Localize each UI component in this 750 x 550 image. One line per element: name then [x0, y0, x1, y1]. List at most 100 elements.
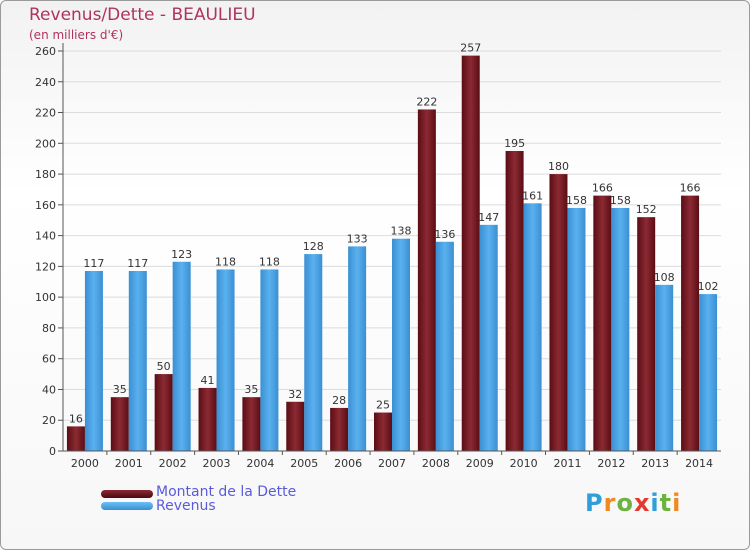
data-label-debt: 195: [504, 137, 525, 150]
bar-debt: [461, 55, 480, 451]
bar-revenue: [84, 271, 103, 451]
data-label-revenue: 118: [215, 255, 236, 268]
bar-revenue: [523, 203, 542, 451]
bar-revenue: [611, 207, 630, 451]
x-tick-label: 2003: [203, 457, 231, 470]
y-tick-label: 200: [35, 137, 56, 150]
data-label-revenue: 133: [347, 232, 368, 245]
logo-letter: t: [659, 489, 673, 517]
y-tick-label: 0: [49, 445, 56, 458]
bar-debt: [66, 426, 85, 451]
data-label-debt: 41: [201, 374, 215, 387]
x-tick-label: 2013: [641, 457, 669, 470]
bar-revenue: [348, 246, 367, 451]
bar-revenue: [216, 269, 235, 451]
x-tick-label: 2001: [115, 457, 143, 470]
data-label-debt: 35: [244, 383, 258, 396]
bar-debt: [637, 217, 656, 451]
bar-debt: [681, 195, 700, 451]
bar-debt: [330, 407, 349, 451]
bar-revenue: [699, 294, 718, 451]
data-label-revenue: 128: [303, 240, 324, 253]
data-label-debt: 16: [69, 412, 83, 425]
x-tick-label: 2006: [334, 457, 362, 470]
y-tick-label: 20: [42, 414, 56, 427]
bar-debt: [374, 412, 392, 451]
bar-debt: [110, 397, 129, 451]
legend-swatch-debt: [101, 490, 153, 498]
x-tick-label: 2008: [422, 457, 450, 470]
x-tick-label: 2009: [466, 457, 494, 470]
data-label-debt: 25: [376, 399, 390, 412]
logo-letter: P: [585, 489, 604, 517]
x-tick-label: 2012: [597, 457, 625, 470]
data-label-debt: 257: [460, 42, 481, 55]
data-label-debt: 35: [113, 383, 127, 396]
y-tick-label: 180: [35, 168, 56, 181]
x-axis: 2000 2001 2002 2003 2004 2005 2006 2007 2008 2009…: [63, 450, 721, 470]
x-tick-label: 2010: [510, 457, 538, 470]
bar-debt: [154, 374, 173, 451]
data-label-debt: 180: [548, 160, 569, 173]
x-tick-label: 2002: [159, 457, 187, 470]
data-label-revenue: 136: [434, 228, 455, 241]
y-tick-label: 60: [42, 353, 56, 366]
logo-letter: i: [650, 489, 660, 517]
y-tick-label: 220: [35, 107, 56, 120]
y-tick-label: 100: [35, 291, 56, 304]
data-label-debt: 166: [592, 182, 613, 195]
y-tick-label: 140: [35, 230, 56, 243]
x-tick-label: 2014: [685, 457, 713, 470]
data-label-revenue: 102: [698, 280, 719, 293]
bar-debt: [286, 401, 305, 451]
y-tick-label: 80: [42, 322, 56, 335]
data-label-revenue: 161: [522, 189, 543, 202]
logo-letter: i: [672, 489, 682, 517]
data-label-revenue: 158: [610, 194, 631, 207]
data-label-debt: 32: [288, 388, 302, 401]
data-label-revenue: 117: [127, 257, 148, 270]
proxiti-logo: Proxiti: [585, 489, 681, 517]
y-axis: 0 20 40 60 80 100 120 140 160 180 200 220 240 260: [35, 43, 64, 458]
x-tick-label: 2000: [71, 457, 99, 470]
bar-revenue: [655, 284, 674, 451]
y-tick-label: 160: [35, 199, 56, 212]
x-tick-label: 2011: [553, 457, 581, 470]
bar-revenue: [304, 254, 323, 451]
data-label-debt: 166: [680, 182, 701, 195]
bar-debt: [593, 195, 612, 451]
chart-title: Revenus/Dette - BEAULIEU: [29, 5, 256, 25]
bar-revenue: [479, 224, 498, 451]
legend-swatch-revenue: [101, 502, 153, 510]
logo-letter: x: [633, 489, 651, 517]
bar-debt: [242, 397, 261, 451]
legend-label-debt: Montant de la Dette: [156, 484, 297, 500]
data-label-debt: 50: [157, 360, 171, 373]
x-tick-label: 2004: [246, 457, 274, 470]
logo-letter: o: [616, 489, 634, 517]
data-label-debt: 222: [416, 95, 437, 108]
logo-letter: r: [603, 489, 617, 517]
bar-debt: [417, 109, 436, 451]
data-label-revenue: 118: [259, 255, 280, 268]
y-tick-label: 120: [35, 260, 56, 273]
bar-revenue: [567, 207, 586, 451]
data-label-debt: 152: [636, 203, 657, 216]
bar-debt: [198, 387, 217, 451]
data-label-revenue: 158: [566, 194, 587, 207]
y-tick-label: 240: [35, 76, 56, 89]
data-label-debt: 28: [332, 394, 346, 407]
x-tick-label: 2005: [290, 457, 318, 470]
y-tick-label: 40: [42, 383, 56, 396]
data-label-revenue: 117: [83, 257, 104, 270]
legend-label-revenue: Revenus: [156, 498, 216, 514]
bar-revenue: [128, 271, 147, 451]
bar-revenue: [392, 238, 410, 451]
bars: 16 117 35 117 50 123 41 118 35 118 32 128 28 133 25 138…: [66, 42, 719, 452]
data-label-revenue: 147: [478, 211, 499, 224]
bar-debt: [505, 151, 524, 451]
bar-revenue: [435, 241, 454, 451]
data-label-revenue: 108: [654, 271, 675, 284]
